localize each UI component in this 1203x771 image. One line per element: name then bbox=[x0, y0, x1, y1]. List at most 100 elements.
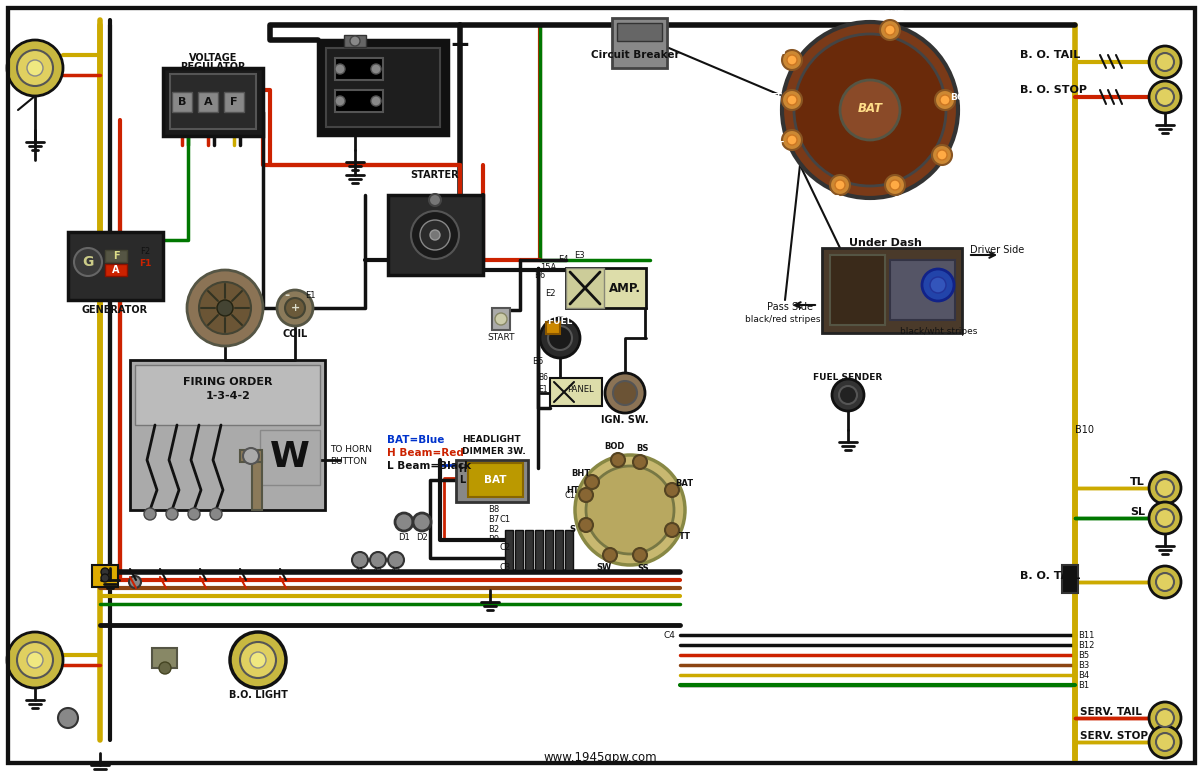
Text: REGULATOR: REGULATOR bbox=[180, 62, 245, 72]
Circle shape bbox=[586, 466, 674, 554]
Text: SERV. STOP: SERV. STOP bbox=[1080, 731, 1148, 741]
Circle shape bbox=[250, 652, 266, 668]
Bar bbox=[565, 530, 573, 570]
Circle shape bbox=[26, 652, 43, 668]
Circle shape bbox=[26, 60, 43, 76]
Bar bbox=[152, 648, 177, 668]
Text: Under Dash: Under Dash bbox=[848, 238, 921, 248]
Circle shape bbox=[159, 662, 171, 674]
Text: +: + bbox=[450, 33, 470, 57]
Bar bbox=[550, 378, 602, 406]
Circle shape bbox=[935, 90, 955, 110]
Circle shape bbox=[101, 568, 109, 576]
Text: FUEL: FUEL bbox=[547, 318, 573, 326]
Circle shape bbox=[411, 211, 460, 259]
Circle shape bbox=[782, 22, 958, 198]
Text: START: START bbox=[487, 334, 515, 342]
Circle shape bbox=[420, 220, 450, 250]
Bar bbox=[389, 195, 482, 275]
Circle shape bbox=[1156, 53, 1174, 71]
Text: B11: B11 bbox=[1078, 631, 1095, 639]
Text: SW: SW bbox=[597, 564, 612, 572]
Bar bbox=[545, 530, 553, 570]
Bar bbox=[344, 35, 366, 47]
Text: VOLTAGE: VOLTAGE bbox=[189, 53, 237, 63]
Bar bbox=[162, 68, 263, 136]
Text: A2: A2 bbox=[373, 567, 383, 577]
Bar bbox=[69, 232, 162, 300]
Circle shape bbox=[885, 175, 905, 195]
Circle shape bbox=[787, 135, 798, 145]
Text: SW: SW bbox=[770, 47, 787, 56]
Circle shape bbox=[835, 180, 845, 190]
Text: TO HORN: TO HORN bbox=[330, 446, 372, 454]
Circle shape bbox=[166, 508, 178, 520]
Bar bbox=[251, 455, 262, 510]
Bar bbox=[105, 250, 128, 262]
Circle shape bbox=[429, 230, 440, 240]
Text: BAT: BAT bbox=[676, 480, 694, 489]
Text: B1: B1 bbox=[1078, 681, 1089, 689]
Text: BAT=Blue: BAT=Blue bbox=[387, 435, 444, 445]
Bar bbox=[515, 530, 523, 570]
Text: A: A bbox=[112, 265, 120, 275]
Circle shape bbox=[575, 455, 685, 565]
Text: GENERATOR: GENERATOR bbox=[82, 305, 148, 315]
Circle shape bbox=[186, 270, 263, 346]
Text: S: S bbox=[953, 159, 959, 168]
Text: HT: HT bbox=[770, 141, 784, 150]
Bar bbox=[565, 268, 646, 308]
Text: 1-3-4-2: 1-3-4-2 bbox=[206, 391, 250, 401]
Text: F2: F2 bbox=[140, 247, 150, 257]
Text: Circuit Breaker: Circuit Breaker bbox=[591, 50, 680, 60]
Bar bbox=[546, 322, 561, 334]
Text: B3: B3 bbox=[1078, 661, 1089, 669]
Circle shape bbox=[921, 269, 954, 301]
Circle shape bbox=[579, 518, 593, 532]
Text: BAT: BAT bbox=[858, 102, 883, 115]
Text: B2: B2 bbox=[488, 526, 499, 534]
Bar bbox=[612, 18, 666, 68]
Circle shape bbox=[549, 326, 571, 350]
Bar bbox=[456, 460, 528, 502]
Circle shape bbox=[371, 64, 381, 74]
Text: B: B bbox=[178, 97, 186, 107]
Text: AMP.: AMP. bbox=[609, 281, 641, 295]
Text: TL: TL bbox=[1130, 477, 1145, 487]
Bar bbox=[535, 530, 543, 570]
Text: DIMMER 3W.: DIMMER 3W. bbox=[462, 447, 526, 456]
Text: A: A bbox=[203, 97, 212, 107]
Circle shape bbox=[1149, 81, 1181, 113]
Circle shape bbox=[881, 20, 900, 40]
Circle shape bbox=[198, 282, 251, 334]
Bar bbox=[468, 463, 523, 497]
Circle shape bbox=[1156, 573, 1174, 591]
Bar bbox=[318, 40, 448, 135]
Circle shape bbox=[1149, 46, 1181, 78]
Circle shape bbox=[101, 574, 109, 582]
Circle shape bbox=[413, 513, 431, 531]
Bar bbox=[890, 260, 955, 320]
Circle shape bbox=[840, 80, 900, 140]
Circle shape bbox=[243, 448, 259, 464]
Text: C3: C3 bbox=[500, 564, 511, 573]
Circle shape bbox=[1156, 733, 1174, 751]
Circle shape bbox=[241, 642, 275, 678]
Circle shape bbox=[782, 50, 802, 70]
Text: black/red stripes: black/red stripes bbox=[745, 315, 820, 325]
Circle shape bbox=[838, 386, 857, 404]
Circle shape bbox=[334, 64, 345, 74]
Circle shape bbox=[782, 90, 802, 110]
Bar bbox=[492, 308, 510, 330]
Circle shape bbox=[350, 36, 360, 46]
Text: Pass Side: Pass Side bbox=[768, 302, 813, 312]
Circle shape bbox=[932, 145, 952, 165]
Text: black/wht stripes: black/wht stripes bbox=[900, 328, 977, 336]
Text: G: G bbox=[82, 255, 94, 269]
Circle shape bbox=[611, 453, 626, 467]
Text: C1: C1 bbox=[564, 490, 575, 500]
Bar bbox=[830, 255, 885, 325]
Text: www.1945gpw.com: www.1945gpw.com bbox=[544, 752, 657, 765]
Bar bbox=[822, 248, 962, 333]
Text: BHT: BHT bbox=[571, 470, 591, 478]
